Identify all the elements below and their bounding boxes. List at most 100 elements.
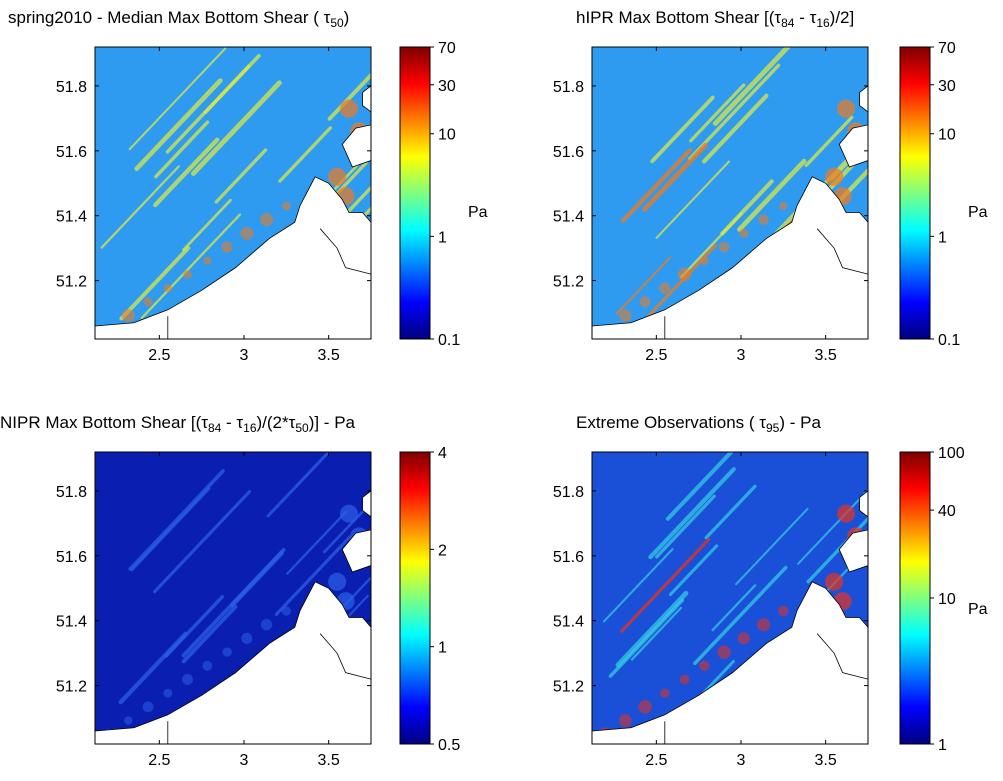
estuary-mark [339, 504, 358, 523]
x-tick-label: 2.5 [645, 752, 667, 769]
nearshore-mark [679, 674, 690, 685]
x-tick-label: 3.5 [815, 752, 837, 769]
ridge-mark [650, 95, 715, 164]
colorbar-tick-label: 1 [438, 229, 447, 246]
island [838, 529, 868, 573]
ridge-mark [655, 160, 731, 240]
colorbar-tick-label: 70 [438, 40, 456, 57]
colorbar [399, 46, 431, 340]
chart-panel-1: spring2010 - Median Max Bottom Shear ( τ… [8, 8, 488, 364]
ridge-mark [642, 142, 708, 212]
y-tick-label: 51.8 [553, 79, 584, 96]
nearshore-mark [758, 214, 769, 225]
axes-frame [591, 451, 869, 745]
nearshore-mark [142, 701, 154, 713]
nearshore-mark [202, 660, 213, 671]
x-tick-label: 3 [737, 752, 746, 769]
x-tick-label: 3 [240, 752, 249, 769]
colorbar-unit-label: Pa [468, 204, 488, 221]
ridge-mark [630, 606, 683, 661]
colorbar-tick-label: 1 [438, 640, 447, 657]
x-tick-label: 2.5 [645, 347, 667, 364]
nearshore-mark [163, 284, 172, 293]
nearshore-mark [260, 618, 273, 631]
ridge-mark [620, 148, 692, 223]
nearshore-mark [619, 309, 632, 322]
ridge-mark [153, 137, 220, 208]
map-area [592, 452, 868, 744]
colorbar [899, 451, 931, 745]
ridge-mark [737, 158, 807, 232]
island [838, 124, 868, 168]
colorbar [899, 46, 931, 340]
border-line [816, 228, 868, 275]
chart-title: hIPR Max Bottom Shear [(τ84 - τ16)/2] [576, 8, 854, 30]
y-tick-label: 51.2 [553, 679, 584, 696]
nearshore-mark [124, 716, 133, 725]
chart-title: NIPR Max Bottom Shear [(τ84 - τ16)/(2*τ5… [0, 413, 356, 435]
ridge-mark [689, 83, 746, 143]
colorbar-tick-label: 1 [938, 229, 947, 246]
estuary-mark [328, 167, 347, 186]
ridge-mark [130, 487, 211, 572]
colorbar-tick-label: 0.1 [938, 332, 960, 349]
colorbar-tick-label: 100 [938, 445, 965, 462]
ridge-mark [119, 246, 191, 321]
ridge-mark [266, 452, 331, 518]
nearshore-mark [718, 241, 730, 253]
y-tick-label: 51.8 [553, 484, 584, 501]
y-tick-label: 51.6 [56, 549, 87, 566]
colorbar-unit-label: Pa [968, 204, 988, 221]
estuary-mark [825, 167, 844, 186]
border-line [319, 633, 371, 680]
nearshore-mark [240, 226, 254, 240]
estuary-mark [836, 504, 855, 523]
border-line [816, 633, 868, 680]
y-tick-label: 51.4 [553, 614, 584, 631]
nearshore-mark [260, 213, 274, 227]
land-mass [592, 581, 868, 744]
ridge-mark [615, 256, 672, 315]
nearshore-mark [677, 267, 692, 282]
nearshore-mark [203, 256, 212, 265]
nearshore-mark [737, 632, 750, 645]
y-tick-label: 51.2 [553, 274, 584, 291]
ridge-mark [128, 469, 225, 571]
y-tick-label: 51.4 [553, 209, 584, 226]
border-line [319, 228, 371, 275]
nearshore-mark [241, 632, 253, 644]
y-tick-label: 51.6 [553, 144, 584, 161]
ridge-mark [100, 165, 180, 249]
ridge-mark [181, 604, 238, 664]
nearshore-mark [143, 297, 153, 307]
ridge-mark [181, 547, 286, 658]
land-mass [95, 581, 371, 744]
y-tick-label: 51.4 [56, 209, 87, 226]
y-tick-label: 51.8 [56, 79, 87, 96]
nearshore-mark [717, 645, 731, 659]
island [362, 490, 371, 518]
ridge-mark [619, 537, 711, 633]
nearshore-mark [222, 647, 232, 657]
colorbar-tick-label: 0.1 [438, 332, 460, 349]
y-tick-label: 51.4 [56, 614, 87, 631]
x-tick-label: 2.5 [148, 752, 170, 769]
ridge-mark [274, 535, 352, 617]
ridge-mark [668, 544, 719, 597]
y-tick-label: 51.6 [56, 144, 87, 161]
chart-title: Extreme Observations ( τ95) - Pa [576, 413, 821, 435]
estuary-mark [825, 572, 844, 591]
colorbar-tick-label: 1 [938, 737, 947, 754]
colorbar-tick-label: 10 [938, 127, 956, 144]
land-mass [95, 176, 371, 339]
ridge-mark [655, 494, 716, 559]
nearshore-mark [700, 256, 709, 266]
ridge-mark [333, 185, 371, 228]
colorbar-unit-label: Pa [968, 601, 988, 618]
ridge-mark [286, 510, 348, 575]
land-mass [592, 176, 868, 339]
colorbar-tick-label: 30 [938, 78, 956, 95]
nearshore-mark [778, 605, 789, 617]
